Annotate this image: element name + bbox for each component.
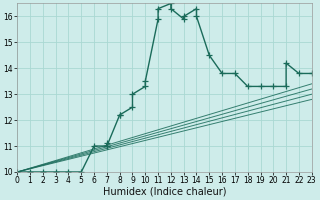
X-axis label: Humidex (Indice chaleur): Humidex (Indice chaleur) xyxy=(103,187,226,197)
